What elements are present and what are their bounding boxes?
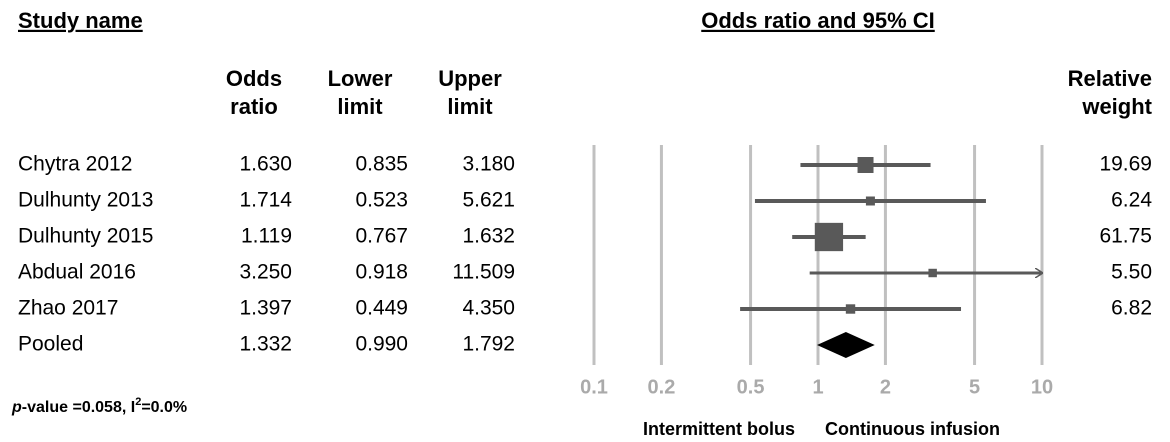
x-tick-label: 1 — [812, 376, 823, 398]
x-tick-label: 0.1 — [580, 376, 608, 398]
study-name: Pooled — [18, 333, 83, 356]
column-header: Odds — [226, 66, 282, 91]
upper-limit-value: 1.632 — [462, 225, 515, 248]
lower-limit-value: 0.918 — [355, 261, 408, 284]
column-header: Upper — [438, 66, 502, 91]
study-name: Chytra 2012 — [18, 153, 132, 176]
column-header: Relative — [1068, 66, 1152, 91]
odds-ratio-value: 1.630 — [239, 153, 292, 176]
lower-limit-value: 0.990 — [355, 333, 408, 356]
chart-title: Odds ratio and 95% CI — [701, 8, 935, 33]
study-name: Zhao 2017 — [18, 297, 118, 320]
x-tick-label: 2 — [880, 376, 891, 398]
right-label: Continuous infusion — [825, 419, 1000, 439]
column-header: Lower — [328, 66, 393, 91]
footnote-part: 2 — [135, 396, 141, 408]
upper-limit-value: 3.180 — [462, 153, 515, 176]
pooled-diamond — [817, 332, 875, 358]
footnote: p-value =0.058, I2=0.0% — [11, 396, 187, 416]
odds-ratio-value: 3.250 — [239, 261, 292, 284]
odds-ratio-value: 1.332 — [239, 333, 292, 356]
left-label: Intermittent bolus — [643, 419, 795, 439]
relative-weight-value: 6.82 — [1111, 297, 1152, 320]
lower-limit-value: 0.449 — [355, 297, 408, 320]
upper-limit-value: 11.509 — [452, 261, 515, 284]
footnote-part: =0.0% — [141, 399, 187, 416]
relative-weight-value: 19.69 — [1099, 153, 1152, 176]
column-header: limit — [447, 94, 493, 119]
column-header: ratio — [230, 94, 278, 119]
upper-limit-value: 1.792 — [462, 333, 515, 356]
point-estimate — [857, 157, 874, 173]
point-estimate — [845, 304, 856, 314]
odds-ratio-value: 1.714 — [239, 189, 292, 212]
x-tick-label: 5 — [969, 376, 980, 398]
column-header: weight — [1081, 94, 1152, 119]
footnote-part: p — [11, 399, 22, 416]
lower-limit-value: 0.767 — [355, 225, 408, 248]
upper-limit-value: 5.621 — [462, 189, 515, 212]
study-name: Dulhunty 2015 — [18, 225, 153, 248]
point-estimate — [814, 222, 844, 252]
relative-weight-value: 61.75 — [1099, 225, 1152, 248]
relative-weight-value: 5.50 — [1111, 261, 1152, 284]
relative-weight-value: 6.24 — [1111, 189, 1152, 212]
study-name: Dulhunty 2013 — [18, 189, 153, 212]
x-tick-label: 10 — [1031, 376, 1053, 398]
x-tick-label: 0.2 — [648, 376, 676, 398]
study-header: Study name — [18, 8, 143, 33]
lower-limit-value: 0.523 — [355, 189, 408, 212]
point-estimate — [865, 196, 875, 206]
odds-ratio-value: 1.119 — [241, 225, 292, 248]
column-header: limit — [337, 94, 383, 119]
odds-ratio-value: 1.397 — [239, 297, 292, 320]
x-tick-label: 0.5 — [737, 376, 765, 398]
study-name: Abdual 2016 — [18, 261, 136, 284]
upper-limit-value: 4.350 — [462, 297, 515, 320]
point-estimate — [928, 268, 937, 278]
lower-limit-value: 0.835 — [355, 153, 408, 176]
footnote-part: -value =0.058, I — [22, 399, 135, 416]
